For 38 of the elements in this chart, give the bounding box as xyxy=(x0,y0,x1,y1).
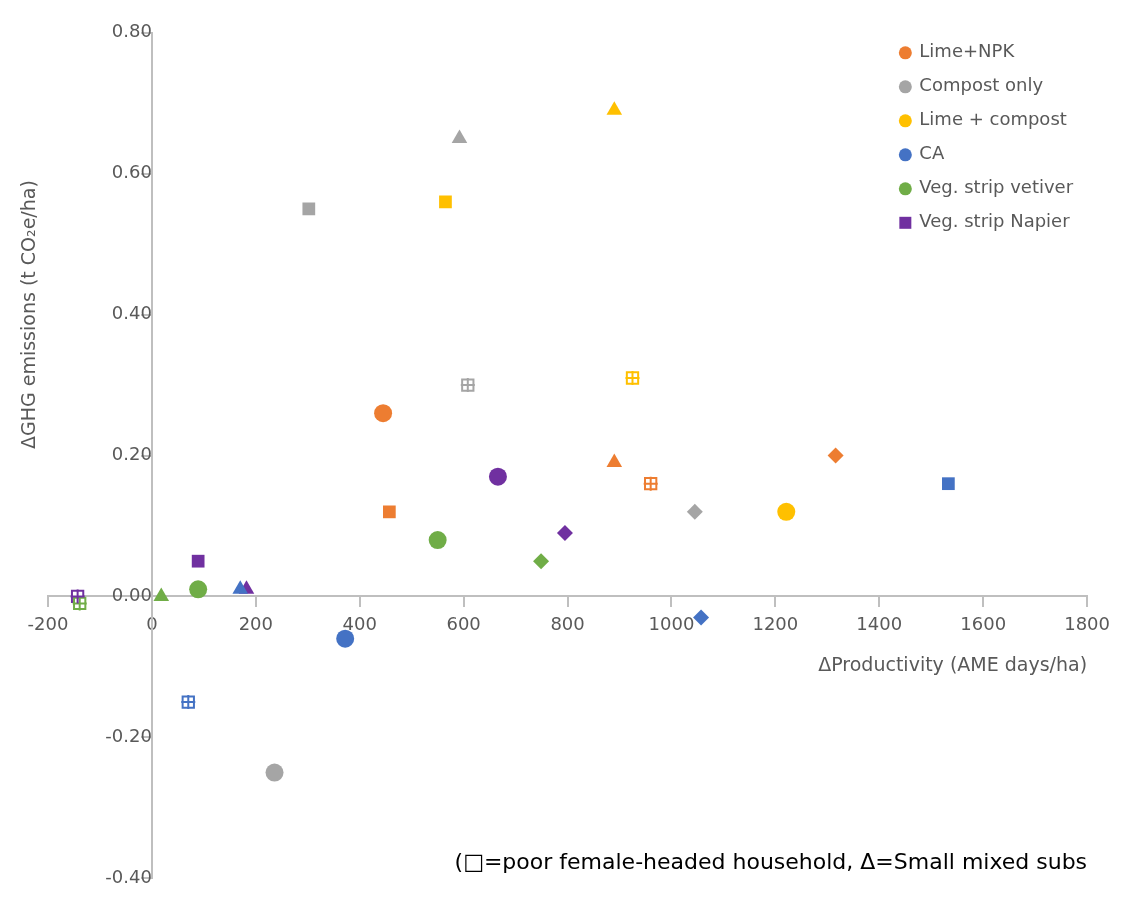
point xyxy=(686,503,703,520)
point xyxy=(189,580,208,599)
point xyxy=(693,609,710,626)
y-tick-label: 0.60 xyxy=(111,161,152,183)
y-tick-label: -0.20 xyxy=(105,724,152,746)
y-tick-label: 0.40 xyxy=(111,302,152,324)
x-tick-label: 600 xyxy=(446,612,481,634)
point xyxy=(336,629,355,648)
point xyxy=(428,531,447,550)
y-axis-title: ΔGHG emissions (t CO₂e/ha) xyxy=(16,180,39,450)
legend-label: Compost only xyxy=(919,74,1044,96)
x-axis-title: ΔProductivity (AME days/ha) xyxy=(818,652,1088,675)
annotation: (□=poor female-headed household, Δ=Small mixed subs xyxy=(454,848,1088,874)
y-tick-label: -0.40 xyxy=(105,865,152,887)
x-tick-label: 1800 xyxy=(1064,612,1110,634)
x-tick-label: -200 xyxy=(27,612,69,634)
x-tick-label: 400 xyxy=(342,612,377,634)
x-tick-label: 1600 xyxy=(960,612,1007,634)
y-tick-label: 0.00 xyxy=(111,584,152,606)
legend-label: CA xyxy=(919,142,945,164)
y-tick-label: 0.20 xyxy=(111,443,152,465)
x-tick-label: 1200 xyxy=(752,612,799,634)
point xyxy=(556,525,573,541)
point xyxy=(777,502,796,521)
legend-label: Lime+NPK xyxy=(919,40,1016,62)
legend-label: Veg. strip vetiver xyxy=(919,176,1074,198)
x-tick-label: 200 xyxy=(238,612,273,634)
x-tick-label: 800 xyxy=(550,612,585,634)
x-tick-label: 1000 xyxy=(648,612,695,634)
y-tick-label: 0.80 xyxy=(111,20,152,42)
point xyxy=(265,763,284,782)
x-tick-label: 1400 xyxy=(856,612,903,634)
point xyxy=(374,404,393,423)
point xyxy=(533,553,550,570)
point xyxy=(488,467,507,486)
legend-label: Lime + compost xyxy=(919,108,1067,130)
legend-label: Veg. strip Napier xyxy=(919,210,1071,232)
point xyxy=(827,447,844,464)
